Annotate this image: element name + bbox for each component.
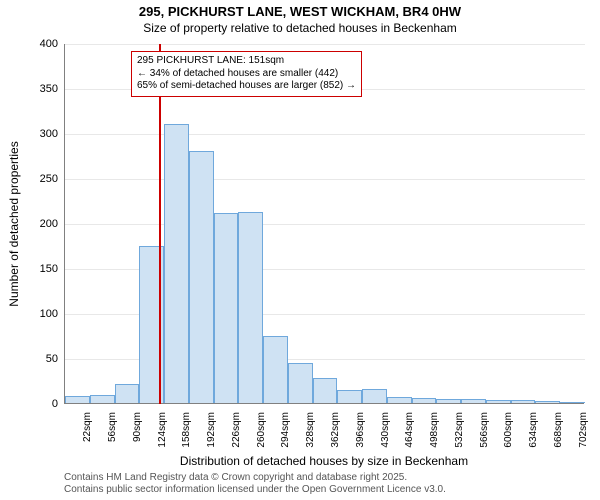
y-tick-label: 200 xyxy=(0,218,58,230)
y-tick-label: 0 xyxy=(0,398,58,410)
histogram-bar xyxy=(362,389,387,403)
histogram-bar xyxy=(486,400,511,403)
gridline xyxy=(65,134,585,135)
y-tick xyxy=(59,134,64,135)
x-tick xyxy=(386,404,387,409)
y-tick xyxy=(59,89,64,90)
x-tick-label: 668sqm xyxy=(553,412,564,456)
histogram-bar xyxy=(214,213,239,403)
y-tick xyxy=(59,314,64,315)
x-tick-label: 22sqm xyxy=(82,412,93,456)
x-tick-label: 532sqm xyxy=(454,412,465,456)
chart-subtitle: Size of property relative to detached ho… xyxy=(0,21,600,35)
histogram-bar xyxy=(511,400,536,403)
gridline xyxy=(65,44,585,45)
x-tick-label: 634sqm xyxy=(528,412,539,456)
histogram-bar xyxy=(238,212,263,403)
x-tick-label: 260sqm xyxy=(256,412,267,456)
x-tick-label: 328sqm xyxy=(305,412,316,456)
x-tick xyxy=(262,404,263,409)
x-tick xyxy=(213,404,214,409)
histogram-bar xyxy=(115,384,140,403)
x-tick-label: 600sqm xyxy=(503,412,514,456)
x-tick-label: 90sqm xyxy=(132,412,143,456)
x-tick-label: 702sqm xyxy=(578,412,589,456)
x-tick xyxy=(188,404,189,409)
x-tick xyxy=(559,404,560,409)
y-tick-label: 350 xyxy=(0,83,58,95)
x-tick xyxy=(460,404,461,409)
histogram-bar xyxy=(313,378,338,403)
x-tick xyxy=(411,404,412,409)
x-tick xyxy=(114,404,115,409)
x-tick xyxy=(287,404,288,409)
y-tick-label: 50 xyxy=(0,353,58,365)
x-tick xyxy=(584,404,585,409)
chart-title: 295, PICKHURST LANE, WEST WICKHAM, BR4 0… xyxy=(0,4,600,19)
annotation-line: ← 34% of detached houses are smaller (44… xyxy=(137,68,356,81)
histogram-bar xyxy=(436,399,461,404)
x-tick xyxy=(312,404,313,409)
footer-line-1: Contains HM Land Registry data © Crown c… xyxy=(64,472,446,484)
x-tick-label: 430sqm xyxy=(380,412,391,456)
y-tick-label: 400 xyxy=(0,38,58,50)
histogram-bar xyxy=(337,390,362,403)
y-tick-label: 250 xyxy=(0,173,58,185)
x-tick xyxy=(163,404,164,409)
x-tick xyxy=(435,404,436,409)
x-tick-label: 56sqm xyxy=(107,412,118,456)
gridline xyxy=(65,224,585,225)
x-tick-label: 566sqm xyxy=(479,412,490,456)
x-tick-label: 226sqm xyxy=(231,412,242,456)
footer: Contains HM Land Registry data © Crown c… xyxy=(64,472,446,496)
annotation-box: 295 PICKHURST LANE: 151sqm← 34% of detac… xyxy=(131,51,362,97)
annotation-line: 295 PICKHURST LANE: 151sqm xyxy=(137,55,356,68)
x-axis-title: Distribution of detached houses by size … xyxy=(64,454,584,468)
x-tick xyxy=(485,404,486,409)
x-tick xyxy=(361,404,362,409)
x-tick xyxy=(510,404,511,409)
chart-container: 295, PICKHURST LANE, WEST WICKHAM, BR4 0… xyxy=(0,0,600,500)
footer-line-2: Contains public sector information licen… xyxy=(64,484,446,496)
histogram-bar xyxy=(65,396,90,403)
y-tick xyxy=(59,359,64,360)
y-tick xyxy=(59,269,64,270)
histogram-bar xyxy=(387,397,412,403)
y-tick xyxy=(59,179,64,180)
histogram-bar xyxy=(263,336,288,403)
x-tick xyxy=(138,404,139,409)
x-tick-label: 396sqm xyxy=(355,412,366,456)
y-tick xyxy=(59,224,64,225)
y-tick-label: 100 xyxy=(0,308,58,320)
histogram-bar xyxy=(189,151,214,403)
x-tick xyxy=(237,404,238,409)
x-tick-label: 498sqm xyxy=(429,412,440,456)
histogram-bar xyxy=(461,399,486,404)
x-tick-label: 192sqm xyxy=(206,412,217,456)
reference-marker-line xyxy=(159,44,161,404)
histogram-bar xyxy=(412,398,437,403)
x-tick xyxy=(336,404,337,409)
x-tick xyxy=(534,404,535,409)
histogram-bar xyxy=(288,363,313,404)
x-tick xyxy=(64,404,65,409)
annotation-line: 65% of semi-detached houses are larger (… xyxy=(137,80,356,93)
x-tick-label: 362sqm xyxy=(330,412,341,456)
x-tick-label: 294sqm xyxy=(280,412,291,456)
x-tick-label: 158sqm xyxy=(181,412,192,456)
histogram-bar xyxy=(535,401,560,403)
x-tick xyxy=(89,404,90,409)
gridline xyxy=(65,179,585,180)
x-tick-label: 124sqm xyxy=(157,412,168,456)
histogram-bar xyxy=(164,124,189,403)
histogram-bar xyxy=(560,402,585,403)
histogram-bar xyxy=(90,395,115,403)
y-tick-label: 150 xyxy=(0,263,58,275)
y-tick-label: 300 xyxy=(0,128,58,140)
y-tick xyxy=(59,44,64,45)
plot-area: 295 PICKHURST LANE: 151sqm← 34% of detac… xyxy=(64,44,584,404)
x-tick-label: 464sqm xyxy=(404,412,415,456)
